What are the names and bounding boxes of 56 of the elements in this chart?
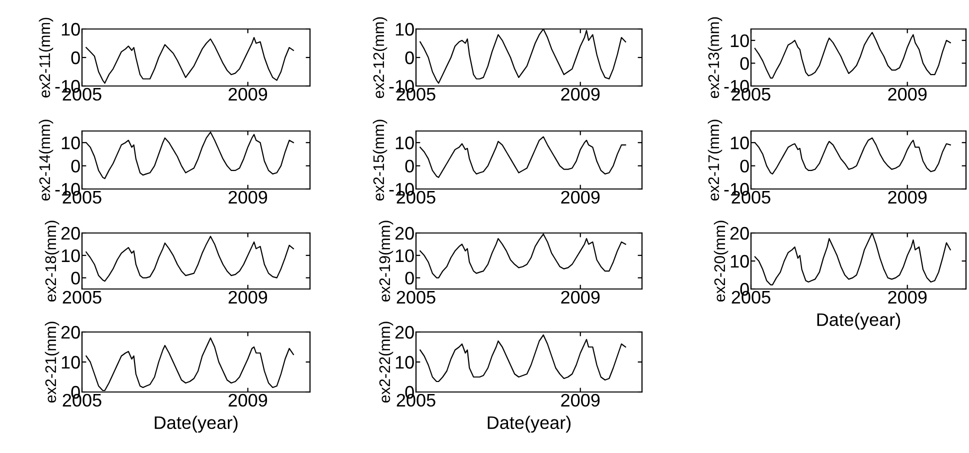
line-series — [86, 236, 294, 282]
y-tick-label: 20 — [730, 226, 749, 240]
y-tick-label: 10 — [730, 254, 749, 268]
y-axis-title: ex2-21(mm) — [44, 322, 60, 403]
y-axis-title: ex2-20(mm) — [714, 220, 728, 302]
y-tick-label: 10 — [62, 136, 80, 150]
x-axis-title: Date(year) — [817, 312, 900, 330]
y-tick-label: 10 — [62, 356, 80, 369]
y-axis-title: ex2-22(mm) — [378, 322, 394, 403]
y-tick-label: 20 — [61, 326, 80, 339]
line-series — [420, 136, 626, 178]
y-tick-label: 0 — [405, 51, 414, 64]
y-axis-title: ex2-17(mm) — [708, 120, 722, 201]
y-tick-label: 0 — [740, 57, 749, 70]
x-tick-label: 2009 — [561, 394, 600, 407]
y-tick-label: 10 — [730, 136, 749, 150]
y-tick-label: 0 — [740, 160, 749, 173]
y-axis-title: ex2-12(mm) — [372, 17, 388, 98]
y-tick-label: 20 — [61, 226, 80, 240]
x-tick-label: 2009 — [561, 290, 600, 304]
x-tick-label: 2009 — [228, 190, 268, 204]
x-tick-label: 2009 — [561, 88, 600, 101]
x-tick-label: 2009 — [888, 88, 927, 101]
y-tick-label: 10 — [62, 22, 80, 36]
y-tick-label: 20 — [395, 326, 414, 339]
x-axis-title: Date(year) — [154, 416, 238, 433]
y-tick-label: 10 — [730, 34, 749, 48]
y-tick-label: 10 — [396, 22, 414, 36]
y-tick-label: 20 — [395, 226, 414, 240]
x-tick-label: 2009 — [228, 88, 268, 101]
y-axis-title: ex2-15(mm) — [372, 120, 388, 201]
y-tick-label: 0 — [71, 51, 80, 64]
y-tick-label: 10 — [396, 356, 414, 369]
x-tick-label: 2005 — [62, 290, 102, 304]
y-axis-title: ex2-14(mm) — [38, 120, 54, 201]
y-axis-title: ex2-11(mm) — [38, 18, 54, 98]
line-series — [420, 334, 626, 382]
y-axis-title: ex2-18(mm) — [44, 220, 60, 302]
y-tick-label: 10 — [62, 249, 80, 262]
y-tick-label: 10 — [396, 249, 414, 262]
line-series — [754, 32, 951, 79]
x-tick-label: 2009 — [228, 290, 268, 304]
y-axis-title: ex2-19(mm) — [378, 220, 394, 302]
y-tick-label: 0 — [405, 272, 414, 285]
x-tick-label: 2009 — [888, 190, 927, 204]
x-tick-label: 2009 — [561, 190, 600, 204]
line-series — [86, 36, 294, 84]
x-tick-label: 2009 — [228, 394, 268, 407]
y-axis-title: ex2-13(mm) — [708, 17, 722, 98]
x-tick-label: 2005 — [396, 290, 436, 304]
y-tick-label: 0 — [405, 160, 414, 173]
y-tick-label: 0 — [71, 272, 80, 285]
x-axis-title: Date(year) — [488, 416, 571, 433]
x-tick-label: 2009 — [888, 290, 927, 304]
y-tick-label: 0 — [71, 160, 80, 173]
y-tick-label: 10 — [396, 136, 414, 150]
